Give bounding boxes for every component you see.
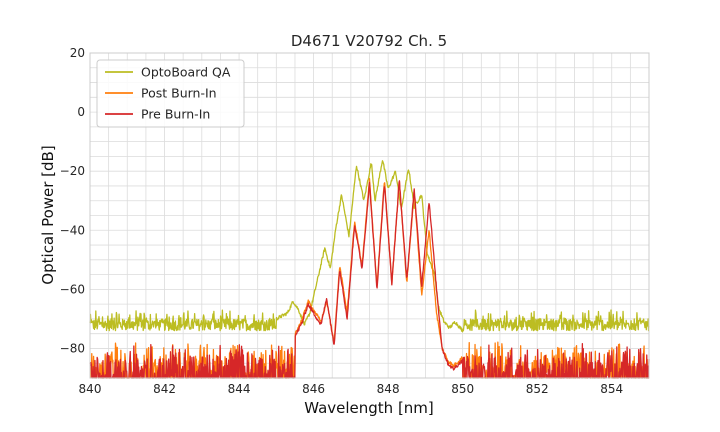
y-tick-label: 0: [77, 105, 85, 119]
x-tick-label: 848: [377, 382, 400, 396]
y-tick-label: −40: [60, 223, 85, 237]
legend-label: Pre Burn-In: [141, 107, 210, 122]
y-axis-label: Optical Power [dB]: [39, 145, 57, 284]
legend-label: OptoBoard QA: [141, 65, 231, 80]
x-tick-label: 844: [228, 382, 251, 396]
chart-title: D4671 V20792 Ch. 5: [291, 32, 447, 50]
x-axis-label: Wavelength [nm]: [304, 399, 434, 417]
x-tick-label: 854: [600, 382, 623, 396]
y-tick-label: −60: [60, 282, 85, 296]
y-tick-label: −80: [60, 341, 85, 355]
tick-labels: 840 842 844 846 848 850 852 854 −80 −60 −40 −20 0 20: [60, 46, 624, 396]
legend-box: [96, 59, 245, 128]
x-tick-label: 842: [153, 382, 176, 396]
series-line-1: [89, 160, 650, 333]
y-tick-label: −20: [60, 164, 85, 178]
x-tick-label: 846: [302, 382, 325, 396]
plot-area: [89, 52, 650, 379]
x-tick-label: 850: [451, 382, 474, 396]
x-tick-label: 852: [526, 382, 549, 396]
legend-label: Post Burn-In: [141, 86, 217, 101]
y-tick-label: 20: [70, 46, 85, 60]
x-tick-label: 840: [79, 382, 102, 396]
legend: OptoBoard QA Post Burn-In Pre Burn-In: [96, 59, 245, 128]
